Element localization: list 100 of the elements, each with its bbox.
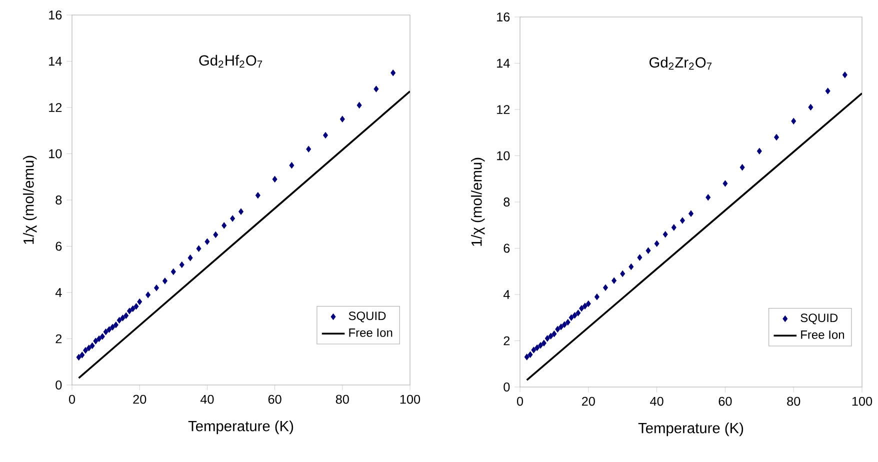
point (110, 324, 116, 330)
legend-label: Free Ion (801, 330, 844, 339)
point (568, 314, 574, 321)
legend-label: Free Ion (349, 328, 392, 337)
point (76, 354, 82, 360)
point (230, 215, 236, 222)
point (688, 210, 694, 217)
legend-label: SQUID (800, 314, 838, 324)
point (255, 192, 260, 199)
y-tick-label: 16 (497, 12, 510, 22)
y-tick-label: 10 (497, 151, 510, 160)
point (544, 335, 550, 342)
x-axis-title: Temperature (K) (638, 422, 744, 436)
point (531, 346, 536, 354)
y-tick-label: 2 (504, 336, 510, 346)
point (126, 308, 132, 314)
point (740, 164, 745, 171)
x-tick-label: 100 (400, 394, 420, 404)
point (808, 104, 814, 110)
point (204, 238, 210, 245)
point (124, 312, 129, 319)
point (671, 224, 676, 231)
point (356, 102, 362, 108)
point (579, 305, 584, 312)
point (576, 310, 581, 316)
point (130, 305, 136, 312)
point (137, 298, 142, 305)
point (96, 336, 102, 342)
point (188, 254, 193, 262)
x-tick-label: 100 (852, 396, 872, 406)
point (113, 322, 118, 328)
point (306, 146, 312, 152)
point (170, 268, 176, 275)
point (374, 86, 379, 92)
point (541, 340, 546, 346)
x-tick-label: 20 (133, 394, 146, 404)
x-tick-label: 60 (718, 396, 732, 406)
point (390, 70, 396, 76)
y-axis-title: 1/χ (mol/emu) (23, 156, 37, 244)
point (825, 88, 830, 94)
y-tick-label: 14 (497, 58, 510, 68)
point (146, 292, 151, 298)
point (524, 354, 530, 360)
y-tick-label: 4 (503, 290, 510, 299)
point (555, 326, 560, 332)
y-tick-label: 16 (49, 10, 62, 20)
point (722, 180, 728, 187)
y-tick-label: 12 (497, 105, 510, 114)
point (162, 278, 168, 284)
point (582, 302, 588, 310)
x-tick-label: 60 (268, 394, 282, 404)
y-tick-label: 14 (49, 56, 62, 66)
y-tick-label: 12 (49, 103, 62, 112)
point (612, 277, 617, 284)
point (572, 312, 578, 319)
legend-label: SQUID (348, 312, 386, 322)
x-tick-label: 40 (200, 394, 214, 404)
point (213, 231, 218, 238)
y-tick-label: 6 (56, 242, 62, 251)
x-tick-label: 40 (650, 396, 664, 406)
point (558, 324, 564, 330)
point (548, 332, 554, 340)
y-tick-label: 2 (56, 334, 62, 344)
point (238, 208, 244, 215)
text: Gd$_{2}$Hf$_{2}$O$_{7}$ (199, 54, 262, 68)
point (552, 330, 557, 338)
point (603, 284, 608, 291)
text: Gd$_{2}$Zr$_{2}$O$_{7}$ (650, 56, 712, 70)
point (706, 194, 711, 201)
point (680, 217, 685, 224)
x-axis-title: Temperature (K) (188, 420, 294, 434)
point (83, 347, 88, 354)
point (620, 270, 626, 277)
point (628, 264, 634, 270)
point (594, 294, 600, 300)
point (116, 317, 122, 324)
point (86, 344, 92, 352)
point (646, 247, 651, 254)
point (100, 333, 105, 340)
point (103, 328, 108, 336)
x-tick-label: 80 (336, 394, 349, 404)
point (842, 72, 848, 78)
point (654, 240, 660, 247)
point (565, 319, 570, 326)
y-tick-label: 8 (504, 198, 510, 206)
point (562, 321, 567, 328)
y-tick-label: 6 (504, 244, 510, 253)
y-axis-title: 1/χ (mol/emu) (471, 158, 485, 246)
point (534, 344, 540, 351)
x-tick-label: 20 (582, 396, 595, 406)
point (586, 300, 591, 307)
point (222, 222, 227, 229)
x-tick-label: 80 (787, 396, 800, 406)
point (774, 134, 779, 140)
point (756, 148, 762, 154)
x-tick-label: 0 (516, 396, 524, 406)
point (93, 338, 98, 344)
point (637, 254, 642, 261)
point (323, 132, 328, 138)
point (538, 342, 543, 349)
